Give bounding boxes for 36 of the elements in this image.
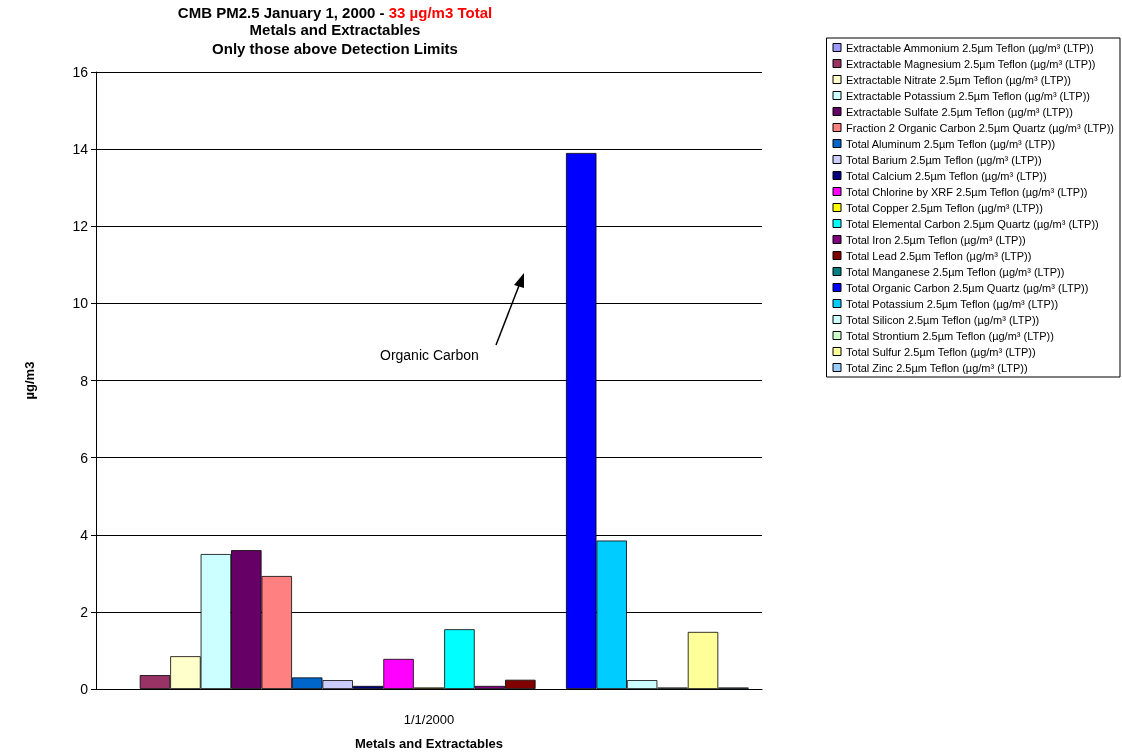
legend-label: Fraction 2 Organic Carbon 2.5µm Quartz (µg/m³ (LTP)) xyxy=(846,121,1115,134)
legend-label: Extractable Nitrate 2.5µm Teflon (µg/m³ (LTP)) xyxy=(846,73,1072,86)
legend-label: Total Zinc 2.5µm Teflon (µg/m³ (LTP)) xyxy=(846,361,1028,374)
y-tick-label: 16 xyxy=(72,64,89,80)
x-axis-title: Metals and Extractables xyxy=(354,736,504,751)
legend-label: Extractable Ammonium 2.5µm Teflon (µg/m³ (LTP)) xyxy=(846,41,1094,54)
legend-label: Extractable Potassium 2.5µm Teflon (µg/m³ (LTP)) xyxy=(846,89,1090,102)
legend-label: Total Calcium 2.5µm Teflon (µg/m³ (LTP)) xyxy=(846,169,1047,182)
y-tick-label: 2 xyxy=(80,603,89,620)
legend-label: Total Strontium 2.5µm Teflon (µg/m³ (LTP)) xyxy=(846,329,1054,342)
legend-label: Total Elemental Carbon 2.5µm Quartz (µg/m³ (LTP)) xyxy=(846,217,1099,230)
legend-label: Total Barium 2.5µm Teflon (µg/m³ (LTP)) xyxy=(846,153,1042,166)
y-tick-label: 6 xyxy=(80,449,89,466)
legend-label: Total Lead 2.5µm Teflon (µg/m³ (LTP)) xyxy=(846,249,1032,262)
legend-label: Total Chlorine by XRF 2.5µm Teflon (µg/m³ (LTP)) xyxy=(846,185,1088,198)
y-tick-label: 0 xyxy=(80,681,89,697)
legend-label: Total Silicon 2.5µm Teflon (µg/m³ (LTP)) xyxy=(846,313,1040,326)
legend-label: Extractable Sulfate 2.5µm Teflon (µg/m³ (LTP)) xyxy=(846,105,1073,118)
legend-label: Extractable Magnesium 2.5µm Teflon (µg/m³ (LTP)) xyxy=(846,57,1096,70)
y-tick-label: 14 xyxy=(72,141,89,158)
legend-label: Total Aluminum 2.5µm Teflon (µg/m³ (LTP)) xyxy=(846,137,1056,150)
legend-label: Total Sulfur 2.5µm Teflon (µg/m³ (LTP)) xyxy=(846,345,1036,358)
y-tick-label: 8 xyxy=(80,372,89,389)
y-tick-label: 10 xyxy=(72,295,89,312)
chart-title: CMB PM2.5 January 1, 2000 - 33 µg/m3 Total xyxy=(177,4,493,21)
y-axis-title: µg/m3 xyxy=(22,361,37,400)
legend-label: Total Potassium 2.5µm Teflon (µg/m³ (LTP)) xyxy=(846,297,1059,310)
chart-subtitle: Metals and Extractables Only those above Detection Limits xyxy=(212,21,458,57)
legend-label: Total Manganese 2.5µm Teflon (µg/m³ (LTP)) xyxy=(846,265,1065,278)
annotation: Organic Carbon xyxy=(380,347,479,364)
legend-label: Total Iron 2.5µm Teflon (µg/m³ (LTP)) xyxy=(846,233,1026,246)
y-tick-label: 12 xyxy=(72,218,89,235)
y-tick-label: 4 xyxy=(80,526,89,543)
legend-label: Total Copper 2.5µm Teflon (µg/m³ (LTP)) xyxy=(846,201,1043,214)
x-tick-label: 1/1/2000 xyxy=(403,712,455,727)
legend-label: Total Organic Carbon 2.5µm Quartz (µg/m³ (LTP)) xyxy=(846,281,1089,294)
